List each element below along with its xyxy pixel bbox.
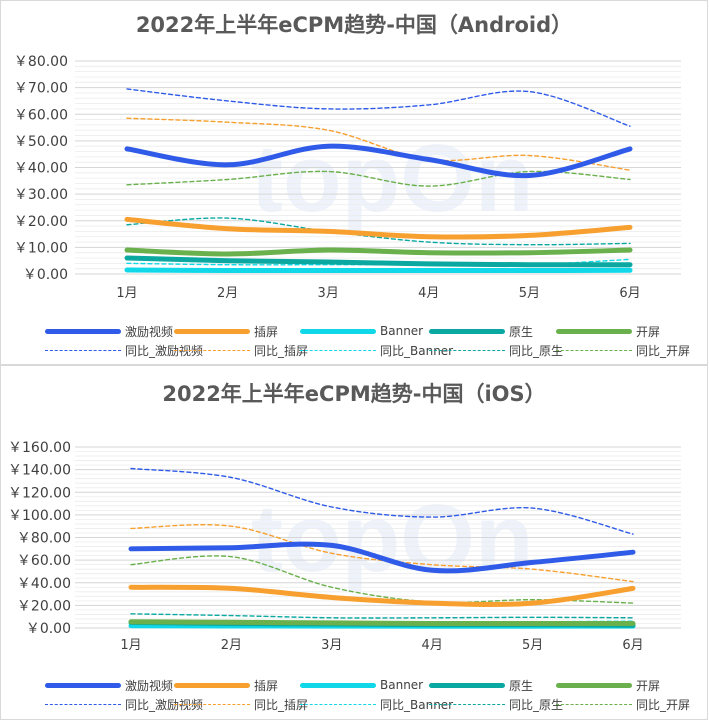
x-tick-label: 1月 (120, 638, 141, 653)
legend-item: 激励视频 (45, 676, 173, 694)
legend-swatch (300, 329, 376, 334)
y-tick-label: ￥40.00 (14, 161, 68, 177)
legend-swatch (45, 329, 121, 334)
legend-item: 原生 (429, 322, 533, 340)
legend-swatch (556, 683, 632, 688)
y-tick-label: ￥160.00 (8, 440, 71, 456)
legend-swatch (300, 704, 376, 705)
legend-label: 插屏 (254, 323, 278, 340)
y-tick-label: ￥30.00 (14, 187, 68, 203)
legend-item: 同比_插屏 (174, 695, 308, 713)
legend-item: Banner (300, 322, 423, 340)
y-tick-label: ￥50.00 (14, 134, 68, 150)
legend-swatch (429, 704, 505, 705)
series-line-4 (131, 622, 633, 624)
legend-label: 插屏 (254, 677, 278, 694)
legend-item: 同比_原生 (429, 341, 563, 359)
x-tick-label: 4月 (418, 286, 439, 301)
legend-item: 同比_开屏 (556, 341, 690, 359)
legend-label: 原生 (509, 323, 533, 340)
y-tick-label: ￥140.00 (8, 463, 71, 479)
legend-swatch (300, 683, 376, 688)
y-tick-label: ￥0.00 (26, 621, 71, 637)
x-tick-label: 6月 (619, 286, 640, 301)
y-tick-label: ￥120.00 (8, 485, 71, 501)
y-tick-label: ￥20.00 (14, 214, 68, 230)
legend-label: Banner (380, 324, 423, 338)
legend-item: 插屏 (174, 676, 278, 694)
legend-swatch (174, 683, 250, 688)
x-tick-label: 2月 (221, 638, 242, 653)
legend-item: 同比_插屏 (174, 341, 308, 359)
legend-item: 同比_开屏 (556, 695, 690, 713)
android-line-chart: topOn￥0.00￥10.00￥20.00￥30.00￥40.00￥50.00… (1, 1, 709, 366)
legend-item: 激励视频 (45, 322, 173, 340)
y-tick-label: ￥0.00 (23, 267, 68, 283)
x-tick-label: 6月 (622, 638, 643, 653)
legend-label: 激励视频 (125, 323, 173, 340)
legend-label: Banner (380, 678, 423, 692)
legend-swatch (45, 683, 121, 688)
legend-label: 开屏 (636, 677, 660, 694)
x-tick-label: 1月 (116, 286, 137, 301)
legend-swatch (45, 350, 121, 351)
y-tick-label: ￥10.00 (14, 240, 68, 256)
ios-line-chart: topOn￥0.00￥20.00￥40.00￥60.00￥80.00￥100.0… (1, 366, 709, 721)
x-tick-label: 3月 (321, 638, 342, 653)
legend-swatch (556, 329, 632, 334)
legend-swatch (429, 683, 505, 688)
x-tick-label: 2月 (217, 286, 238, 301)
x-tick-label: 4月 (422, 638, 443, 653)
x-tick-label: 3月 (318, 286, 339, 301)
y-tick-label: ￥80.00 (17, 531, 71, 547)
y-tick-label: ￥20.00 (17, 598, 71, 614)
android-chart-panel: 2022年上半年eCPM趋势-中国（Android） topOn￥0.00￥10… (0, 0, 708, 365)
series-line-4 (127, 250, 630, 254)
y-tick-label: ￥40.00 (17, 576, 71, 592)
x-tick-label: 5月 (522, 638, 543, 653)
legend-label: 激励视频 (125, 677, 173, 694)
legend-swatch (429, 350, 505, 351)
legend-item: Banner (300, 676, 423, 694)
legend-label: 开屏 (636, 323, 660, 340)
ios-chart-panel: 2022年上半年eCPM趋势-中国（iOS） topOn￥0.00￥20.00￥… (0, 365, 708, 720)
legend-swatch (429, 329, 505, 334)
y-tick-label: ￥60.00 (17, 553, 71, 569)
legend-label: 原生 (509, 677, 533, 694)
legend-swatch (556, 350, 632, 351)
y-tick-label: ￥60.00 (14, 107, 68, 123)
legend-item: 原生 (429, 676, 533, 694)
series-line-2 (127, 270, 630, 271)
legend-swatch (174, 350, 250, 351)
legend-item: 同比_原生 (429, 695, 563, 713)
legend-label: 同比_原生 (509, 696, 563, 713)
legend-label: 同比_开屏 (636, 342, 690, 359)
series-line-5 (127, 89, 630, 126)
legend-swatch (174, 329, 250, 334)
legend-item: 插屏 (174, 322, 278, 340)
legend-swatch (556, 704, 632, 705)
y-tick-label: ￥100.00 (8, 508, 71, 524)
y-tick-label: ￥80.00 (14, 54, 68, 70)
legend-item: 开屏 (556, 322, 660, 340)
legend-label: 同比_原生 (509, 342, 563, 359)
x-tick-label: 5月 (519, 286, 540, 301)
y-tick-label: ￥70.00 (14, 81, 68, 97)
legend-item: 开屏 (556, 676, 660, 694)
legend-swatch (45, 704, 121, 705)
legend-swatch (174, 704, 250, 705)
legend-label: 同比_开屏 (636, 696, 690, 713)
legend-swatch (300, 350, 376, 351)
